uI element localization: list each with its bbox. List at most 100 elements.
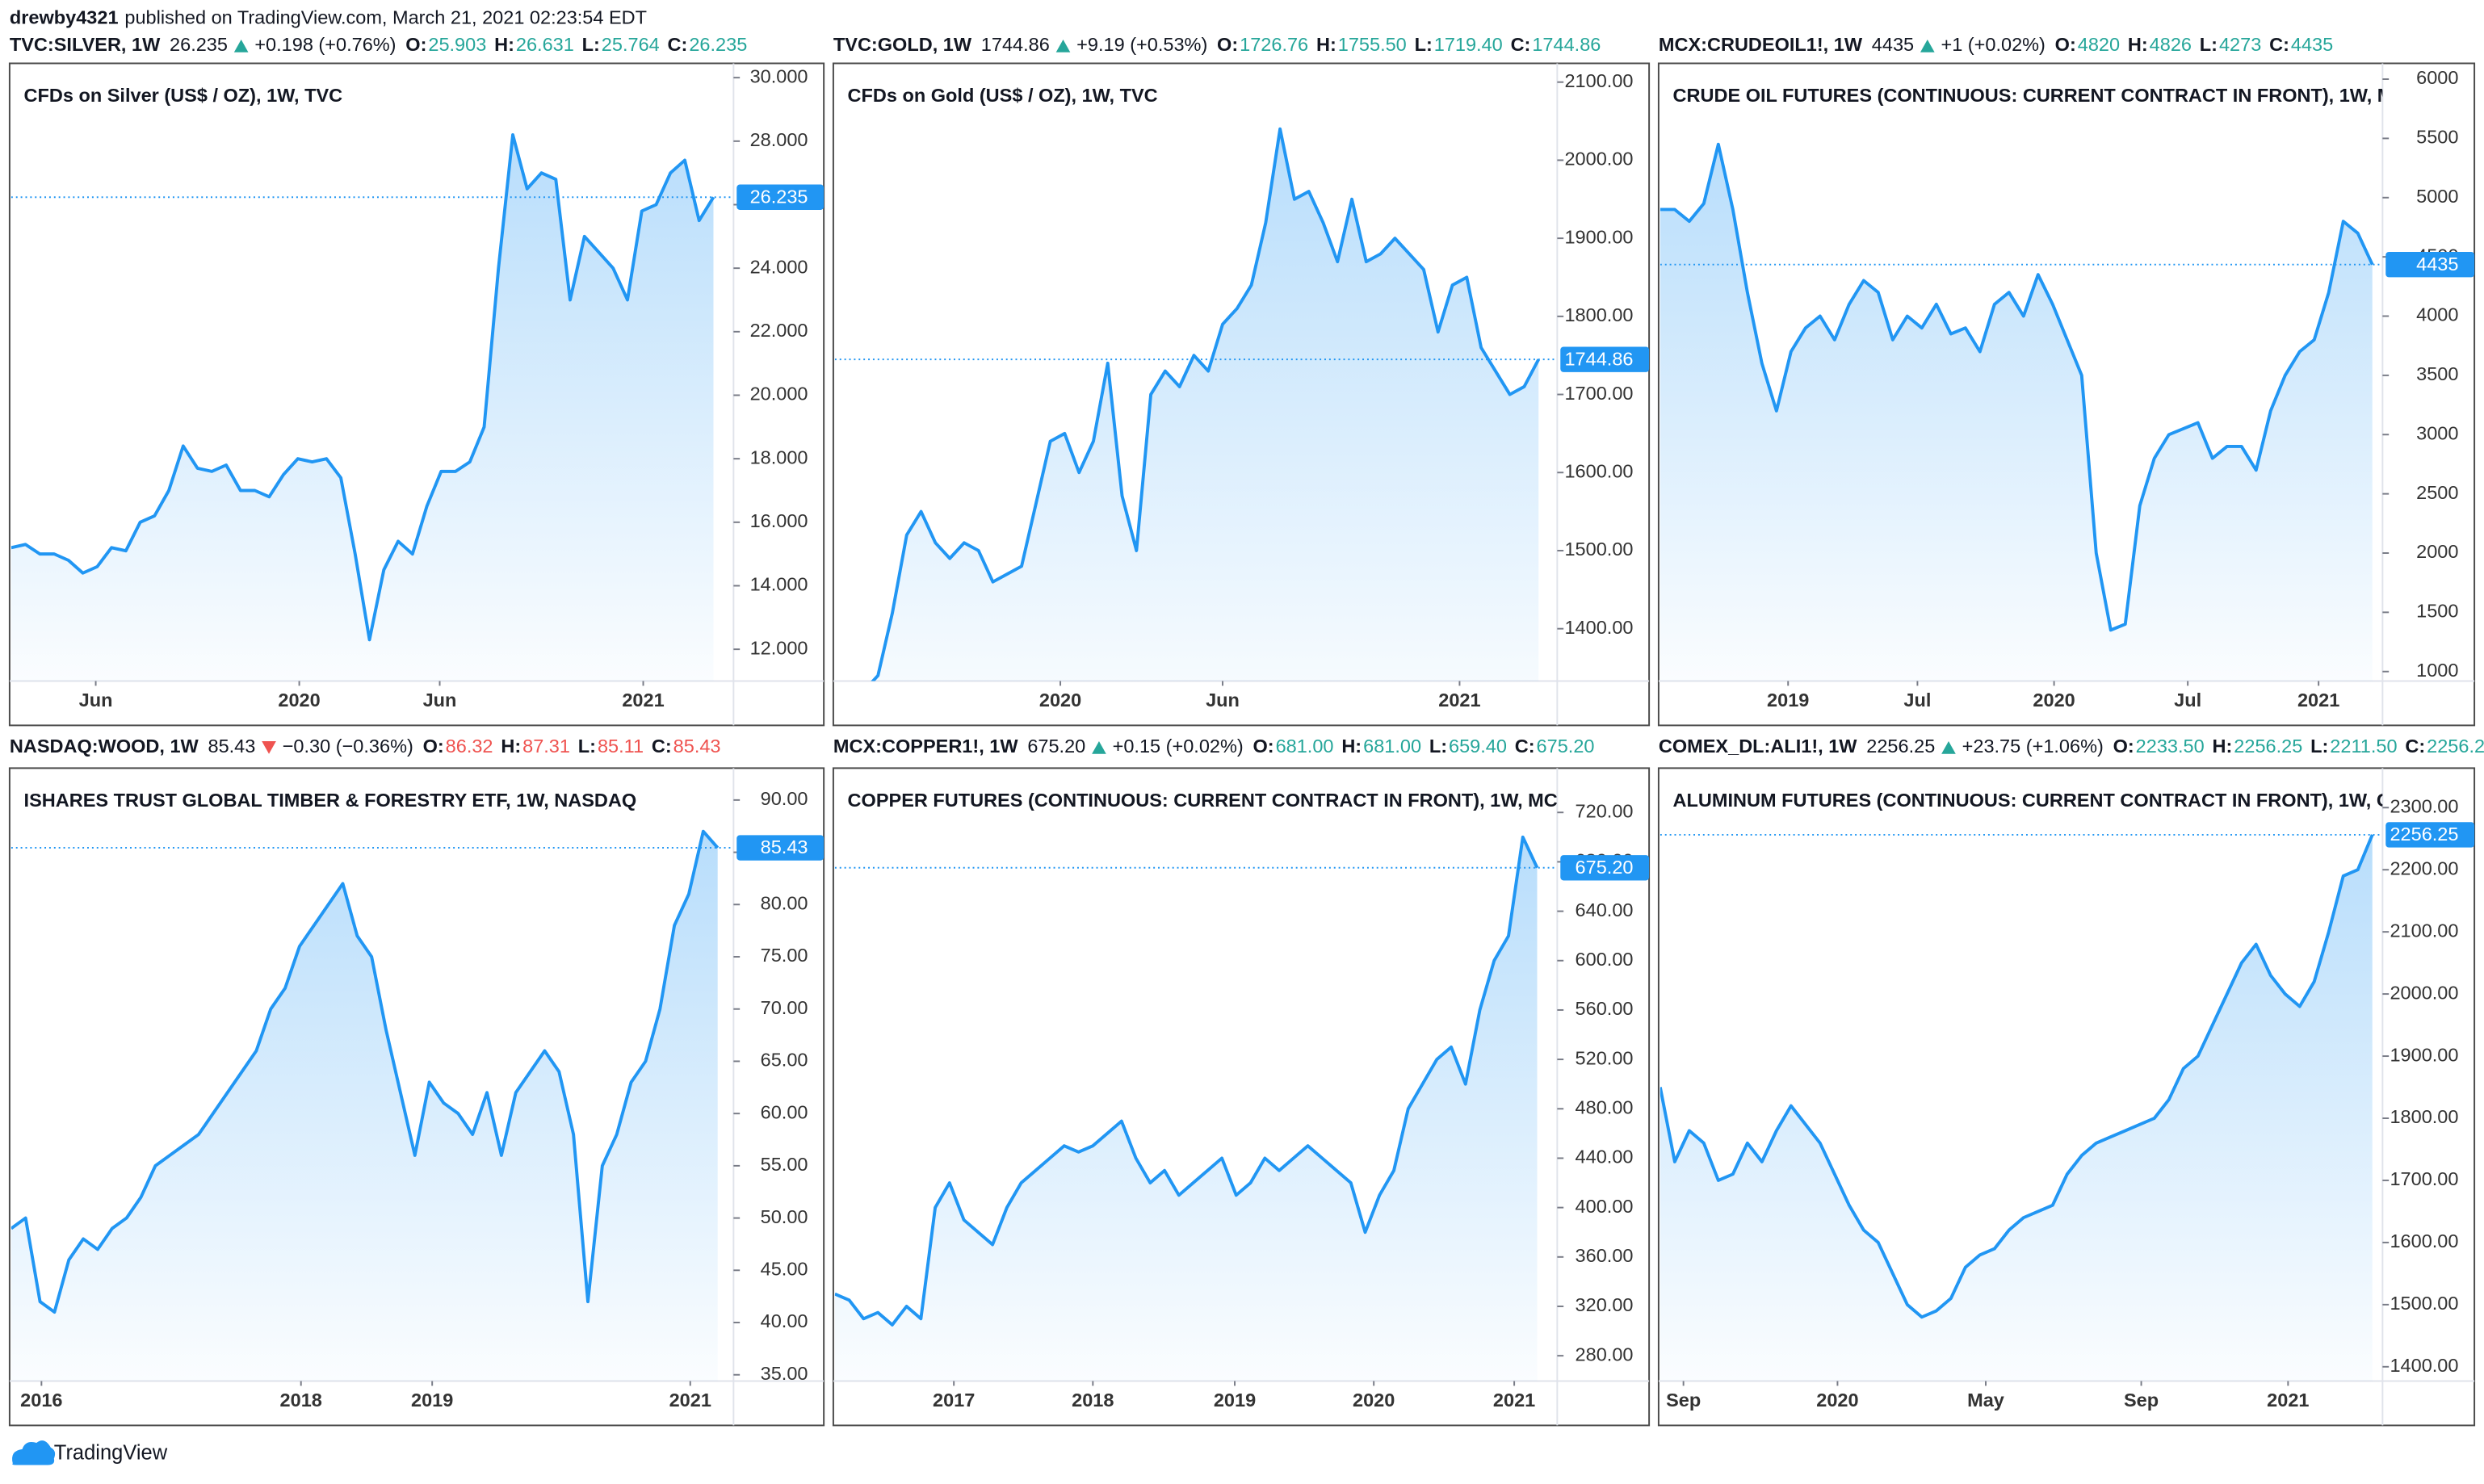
- area-fill: [10, 134, 714, 681]
- x-tick-label: 2020: [278, 690, 320, 711]
- x-tick-label: Jul: [2174, 690, 2201, 711]
- x-tick-label: 2021: [622, 690, 664, 711]
- chart-panel: [1657, 62, 2476, 727]
- x-tick-label: 2021: [1438, 690, 1480, 711]
- y-tick-label: 1900.00: [1564, 226, 1633, 247]
- ohlc-label: H:: [2213, 736, 2233, 757]
- ohlc-value: 87.31: [522, 736, 570, 757]
- change-arrow: [262, 741, 276, 754]
- y-tick-label: 1500: [2416, 601, 2458, 622]
- change-arrow: [233, 40, 249, 52]
- ohlc-value: 2256.25: [2234, 736, 2302, 757]
- x-tick-label: 2021: [2267, 1390, 2309, 1411]
- ohlc-value: 681.00: [1363, 736, 1421, 757]
- x-tick-label: 2020: [1816, 1390, 1858, 1411]
- x-tick-label: 2020: [1039, 690, 1081, 711]
- y-tick-label: 1600.00: [2390, 1230, 2458, 1251]
- y-tick-label: 2100.00: [1564, 70, 1633, 91]
- area-fill: [10, 831, 718, 1381]
- ohlc-value: 659.40: [1449, 736, 1507, 757]
- symbol: MCX:COPPER1!, 1W: [833, 736, 1018, 757]
- ohlc-label: L:: [1429, 736, 1447, 757]
- footer-brand: TradingView: [54, 1441, 168, 1464]
- chart-panel: [832, 62, 1651, 727]
- ohlc-value: 4826: [2150, 34, 2192, 55]
- last-price-tag: [736, 835, 825, 861]
- ohlc-label: H:: [2128, 34, 2148, 55]
- y-tick-label: 1400.00: [1564, 617, 1633, 638]
- x-tick-label: Sep: [2124, 1390, 2159, 1411]
- y-tick-label: 2100.00: [2390, 920, 2458, 941]
- y-tick-label: 280.00: [1576, 1344, 1634, 1365]
- ohlc-label: C:: [2405, 736, 2425, 757]
- area-fill: [834, 128, 1539, 681]
- chart-panel: [8, 767, 825, 1427]
- ohlc-label: L:: [578, 736, 596, 757]
- y-tick-label: 40.00: [761, 1310, 808, 1331]
- price: 4435: [1872, 34, 1914, 55]
- ohlc-label: H:: [501, 736, 521, 757]
- x-tick-label: Jun: [1206, 690, 1240, 711]
- x-tick-label: 2016: [20, 1390, 62, 1411]
- price-axis: 720.00680.00640.00600.00560.00520.00480.…: [1557, 800, 1634, 1365]
- y-tick-label: 28.000: [750, 129, 808, 150]
- y-tick-label: 5000: [2416, 186, 2458, 207]
- price-line: [10, 829, 720, 1314]
- chart-title: CRUDE OIL FUTURES (CONTINUOUS: CURRENT C…: [1673, 85, 2420, 106]
- ohlc-label: L:: [582, 34, 600, 55]
- price-line: [10, 132, 715, 642]
- y-tick-label: 90.00: [761, 788, 808, 809]
- change: +23.75 (+1.06%): [1962, 736, 2104, 757]
- y-tick-label: 3500: [2416, 363, 2458, 384]
- y-tick-label: 2200.00: [2390, 857, 2458, 878]
- y-tick-label: 560.00: [1576, 998, 1634, 1019]
- ohlc-value: 1755.50: [1338, 34, 1407, 55]
- price-axis: 2300.00 2200.00 2100.00 2000.00 1900.00 1800.…: [2382, 795, 2458, 1376]
- ohlc-value: 2211.50: [2330, 736, 2397, 757]
- price-line: [1659, 834, 2374, 1319]
- y-tick-label: 1800.00: [1564, 304, 1633, 325]
- y-tick-label: 480.00: [1576, 1096, 1634, 1117]
- ohlc-value: 2233.50: [2136, 736, 2205, 757]
- x-tick-label: Sep: [1666, 1390, 1701, 1411]
- symbol: NASDAQ:WOOD, 1W: [10, 736, 199, 757]
- y-tick-label: 50.00: [761, 1206, 808, 1227]
- y-tick-label: 440.00: [1576, 1147, 1634, 1167]
- y-tick-label: 20.000: [750, 384, 808, 405]
- y-tick-label: 75.00: [761, 945, 808, 966]
- ohlc-value: 2256.25: [2427, 736, 2484, 757]
- ohlc-label: C:: [668, 34, 688, 55]
- ohlc-value: 681.00: [1276, 736, 1334, 757]
- price-line: [1659, 142, 2374, 632]
- ohlc-value: 25.764: [602, 34, 660, 55]
- price: 2256.25: [1866, 736, 1935, 757]
- tradingview-logo: [12, 1440, 56, 1465]
- price-axis: 90.0085.0080.0075.0070.0065.0060.0055.00…: [733, 788, 808, 1384]
- x-tick-label: 2019: [411, 1390, 453, 1411]
- change: +1 (+0.02%): [1941, 34, 2045, 55]
- ohlc-value: 86.32: [446, 736, 493, 757]
- last-price-label: 2256.25: [2390, 824, 2458, 845]
- y-tick-label: 4000: [2416, 304, 2458, 325]
- y-tick-label: 55.00: [761, 1154, 808, 1175]
- y-tick-label: 1600.00: [1564, 460, 1633, 481]
- ohlc-label: H:: [494, 34, 514, 55]
- last-price-label: 4435: [2416, 254, 2458, 275]
- publisher: drewby4321: [10, 7, 119, 28]
- y-tick-label: 1700.00: [1564, 383, 1633, 404]
- symbol: TVC:SILVER, 1W: [10, 34, 161, 55]
- area-fill: [1659, 144, 2373, 681]
- chart-title: COPPER FUTURES (CONTINUOUS: CURRENT CONT…: [848, 790, 1571, 811]
- price-line: [834, 835, 1539, 1327]
- y-tick-label: 640.00: [1576, 899, 1634, 920]
- ohlc-label: O:: [2113, 736, 2134, 757]
- y-tick-label: 6000: [2416, 67, 2458, 88]
- ohlc-value: 1744.86: [1532, 34, 1601, 55]
- last-price-tag: [1560, 855, 1650, 881]
- symbol: COMEX_DL:ALI1!, 1W: [1659, 736, 1857, 757]
- y-tick-label: 5500: [2416, 127, 2458, 148]
- x-tick-label: 2019: [1214, 1390, 1256, 1411]
- y-tick-label: 1500.00: [2390, 1293, 2458, 1314]
- y-tick-label: 22.000: [750, 320, 808, 341]
- last-price-tag: [736, 184, 825, 210]
